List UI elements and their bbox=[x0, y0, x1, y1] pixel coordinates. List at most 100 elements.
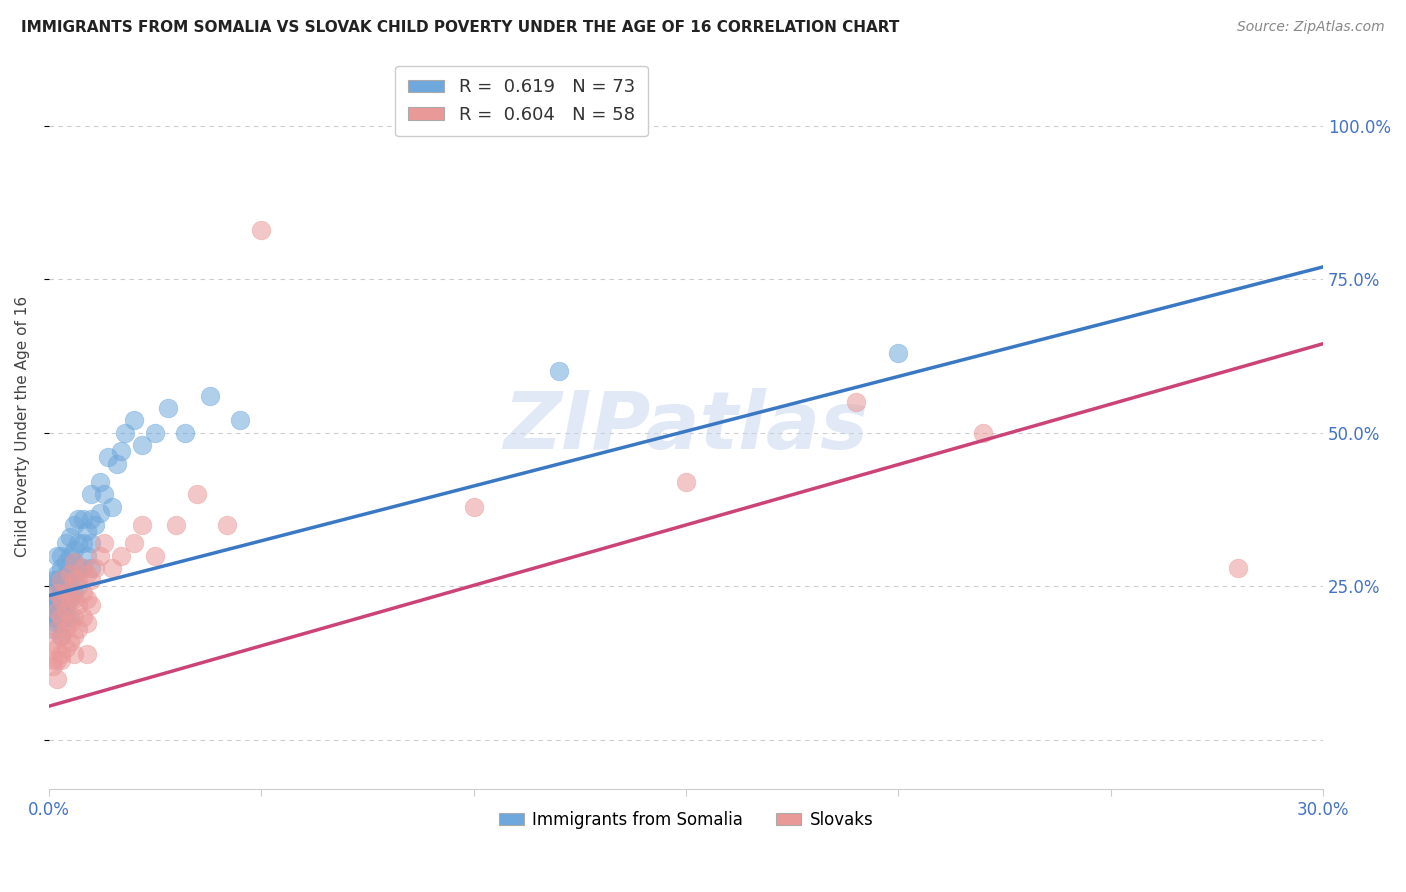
Point bbox=[72, 561, 94, 575]
Point bbox=[217, 518, 239, 533]
Point bbox=[63, 542, 86, 557]
Point bbox=[59, 567, 82, 582]
Point bbox=[80, 598, 103, 612]
Point bbox=[845, 395, 868, 409]
Point bbox=[101, 500, 124, 514]
Point bbox=[51, 629, 73, 643]
Point bbox=[76, 567, 98, 582]
Point bbox=[93, 536, 115, 550]
Point bbox=[55, 555, 77, 569]
Point bbox=[51, 574, 73, 588]
Point bbox=[42, 604, 65, 618]
Point bbox=[122, 413, 145, 427]
Point bbox=[46, 598, 69, 612]
Point bbox=[51, 549, 73, 563]
Point bbox=[173, 425, 195, 440]
Point bbox=[42, 659, 65, 673]
Point bbox=[63, 555, 86, 569]
Point bbox=[1227, 561, 1250, 575]
Point bbox=[887, 346, 910, 360]
Point bbox=[84, 561, 107, 575]
Point bbox=[131, 518, 153, 533]
Point bbox=[63, 610, 86, 624]
Point bbox=[42, 623, 65, 637]
Point bbox=[76, 591, 98, 606]
Point bbox=[46, 616, 69, 631]
Point bbox=[42, 574, 65, 588]
Point bbox=[143, 425, 166, 440]
Point bbox=[250, 223, 273, 237]
Legend: Immigrants from Somalia, Slovaks: Immigrants from Somalia, Slovaks bbox=[492, 804, 880, 835]
Point bbox=[42, 653, 65, 667]
Point bbox=[46, 591, 69, 606]
Point bbox=[51, 574, 73, 588]
Point bbox=[80, 536, 103, 550]
Point bbox=[51, 591, 73, 606]
Point bbox=[229, 413, 252, 427]
Point bbox=[55, 536, 77, 550]
Point bbox=[42, 598, 65, 612]
Point bbox=[55, 610, 77, 624]
Point bbox=[675, 475, 697, 489]
Point bbox=[51, 598, 73, 612]
Point bbox=[55, 623, 77, 637]
Point bbox=[76, 616, 98, 631]
Point bbox=[63, 567, 86, 582]
Point bbox=[51, 561, 73, 575]
Text: Source: ZipAtlas.com: Source: ZipAtlas.com bbox=[1237, 20, 1385, 34]
Point bbox=[63, 555, 86, 569]
Point bbox=[42, 634, 65, 648]
Point bbox=[59, 579, 82, 593]
Point bbox=[114, 425, 136, 440]
Y-axis label: Child Poverty Under the Age of 16: Child Poverty Under the Age of 16 bbox=[15, 296, 30, 558]
Point bbox=[51, 610, 73, 624]
Point bbox=[143, 549, 166, 563]
Point bbox=[76, 524, 98, 538]
Point bbox=[463, 500, 485, 514]
Point bbox=[97, 450, 120, 465]
Point bbox=[186, 487, 208, 501]
Point bbox=[51, 616, 73, 631]
Point bbox=[59, 616, 82, 631]
Point bbox=[67, 623, 90, 637]
Point bbox=[51, 591, 73, 606]
Point bbox=[46, 640, 69, 655]
Point bbox=[76, 549, 98, 563]
Point bbox=[72, 536, 94, 550]
Point bbox=[55, 585, 77, 599]
Point bbox=[131, 438, 153, 452]
Point bbox=[67, 512, 90, 526]
Point bbox=[105, 457, 128, 471]
Point bbox=[67, 579, 90, 593]
Point bbox=[89, 475, 111, 489]
Point bbox=[72, 585, 94, 599]
Point bbox=[59, 634, 82, 648]
Point bbox=[80, 574, 103, 588]
Point bbox=[547, 364, 569, 378]
Point bbox=[51, 585, 73, 599]
Point bbox=[55, 598, 77, 612]
Text: IMMIGRANTS FROM SOMALIA VS SLOVAK CHILD POVERTY UNDER THE AGE OF 16 CORRELATION : IMMIGRANTS FROM SOMALIA VS SLOVAK CHILD … bbox=[21, 20, 900, 35]
Point bbox=[67, 574, 90, 588]
Point bbox=[89, 506, 111, 520]
Point bbox=[63, 629, 86, 643]
Point bbox=[46, 567, 69, 582]
Point bbox=[80, 487, 103, 501]
Point bbox=[80, 561, 103, 575]
Point bbox=[59, 549, 82, 563]
Point bbox=[93, 487, 115, 501]
Point bbox=[51, 629, 73, 643]
Point bbox=[198, 389, 221, 403]
Point bbox=[46, 604, 69, 618]
Point bbox=[55, 604, 77, 618]
Point bbox=[46, 623, 69, 637]
Point bbox=[165, 518, 187, 533]
Point bbox=[46, 653, 69, 667]
Point bbox=[101, 561, 124, 575]
Point bbox=[67, 598, 90, 612]
Point bbox=[72, 610, 94, 624]
Point bbox=[46, 585, 69, 599]
Point bbox=[110, 444, 132, 458]
Point bbox=[59, 530, 82, 544]
Point bbox=[55, 574, 77, 588]
